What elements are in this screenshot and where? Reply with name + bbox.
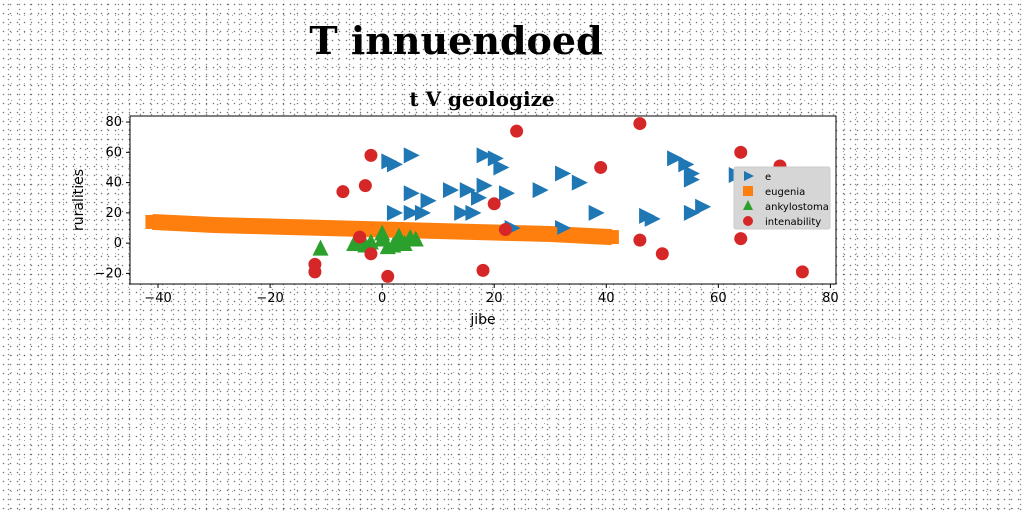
- data-point-intenability-16: [734, 232, 748, 246]
- data-point-eugenia-0: [145, 214, 160, 229]
- data-point-intenability-8: [476, 263, 490, 277]
- x-tick-label: 80: [822, 291, 839, 306]
- data-point-e-7: [403, 204, 420, 221]
- legend-marker-ankylostoma: [743, 200, 753, 210]
- data-point-e-3: [476, 147, 493, 164]
- legend-marker-eugenia: [743, 186, 753, 196]
- data-point-intenability-15: [655, 247, 669, 261]
- data-point-e-12: [459, 182, 476, 199]
- data-point-e-31: [695, 198, 712, 215]
- data-point-intenability-12: [594, 160, 608, 174]
- data-point-e-4: [487, 150, 504, 167]
- data-point-e-26: [667, 150, 684, 167]
- data-point-intenability-7: [381, 269, 395, 283]
- data-point-e-22: [571, 174, 588, 191]
- data-point-eugenia-2: [263, 219, 278, 234]
- data-point-intenability-17: [734, 145, 748, 159]
- x-tick-label: 0: [378, 291, 386, 306]
- data-point-intenability-10: [498, 223, 512, 237]
- plot-frame: [129, 115, 837, 285]
- y-axis-ticks: −20 0 20 40 60 80: [95, 115, 130, 281]
- data-point-e-2: [403, 147, 420, 164]
- data-point-e-25: [644, 210, 661, 227]
- data-point-e-17: [465, 204, 482, 221]
- y-tick-label: 0: [114, 236, 122, 251]
- data-point-e-21: [555, 165, 572, 182]
- data-point-e-10: [420, 192, 437, 209]
- data-point-eugenia-8: [604, 230, 619, 245]
- y-tick-label: 20: [105, 206, 122, 221]
- data-point-e-11: [442, 182, 459, 199]
- data-point-e-29: [683, 165, 700, 182]
- x-tick-label: −40: [144, 291, 171, 306]
- data-point-eugenia-7: [543, 227, 558, 242]
- data-point-e-9: [403, 185, 420, 202]
- data-point-intenability-4: [364, 148, 378, 162]
- data-point-ankylostoma-13: [407, 230, 424, 247]
- data-point-intenability-3: [358, 179, 372, 193]
- data-point-e-5: [493, 159, 510, 176]
- data-point-ankylostoma-0: [312, 239, 329, 256]
- legend-label-eugenia: eugenia: [765, 187, 805, 198]
- data-point-e-30: [683, 204, 700, 221]
- data-point-e-27: [678, 156, 695, 173]
- data-point-intenability-13: [633, 233, 647, 247]
- x-tick-label: 40: [598, 291, 615, 306]
- data-point-eugenia-1: [207, 217, 222, 232]
- legend-marker-e: [744, 171, 754, 181]
- data-point-e-13: [470, 189, 487, 206]
- data-point-intenability-19: [795, 265, 809, 279]
- data-point-e-16: [454, 204, 471, 221]
- x-tick-label: 60: [710, 291, 727, 306]
- y-tick-label: 80: [105, 115, 122, 130]
- data-point-intenability-5: [364, 247, 378, 261]
- data-point-e-20: [555, 220, 572, 236]
- plot-area-background: [130, 116, 836, 284]
- chart-title: t V geologize: [409, 87, 554, 111]
- data-point-e-1: [386, 156, 403, 173]
- legend-box: [733, 166, 831, 230]
- legend: e eugenia ankylostoma intenability: [733, 166, 831, 230]
- legend-label-intenability: intenability: [765, 217, 821, 228]
- data-point-e-23: [588, 204, 605, 221]
- legend-marker-intenability: [743, 216, 753, 226]
- data-point-intenability-2: [336, 185, 350, 199]
- data-point-intenability-6: [353, 230, 367, 244]
- x-tick-label: −20: [256, 291, 283, 306]
- y-tick-label: −20: [95, 266, 122, 281]
- data-point-intenability-1: [308, 265, 322, 279]
- data-point-eugenia-6: [487, 225, 502, 240]
- x-axis-ticks: −40 −20 0 20 40 60 80: [144, 284, 839, 306]
- x-tick-label: 20: [486, 291, 503, 306]
- data-point-e-6: [386, 204, 403, 221]
- data-point-eugenia-5: [431, 224, 446, 239]
- legend-label-e: e: [765, 172, 771, 183]
- data-point-intenability-9: [487, 197, 501, 211]
- y-tick-label: 40: [105, 176, 122, 191]
- x-axis-label: jibe: [469, 312, 495, 328]
- y-tick-label: 60: [105, 145, 122, 160]
- legend-label-ankylostoma: ankylostoma: [765, 202, 829, 213]
- y-axis-label: ruralities: [71, 169, 87, 231]
- data-point-e-15: [499, 185, 516, 202]
- data-point-e-8: [414, 204, 431, 221]
- data-point-eugenia-3: [319, 221, 334, 235]
- data-point-e-14: [476, 177, 493, 194]
- data-point-e-19: [532, 182, 549, 199]
- data-point-intenability-11: [510, 124, 524, 138]
- page-title: T innuendoed: [309, 18, 603, 63]
- data-point-intenability-14: [633, 117, 647, 131]
